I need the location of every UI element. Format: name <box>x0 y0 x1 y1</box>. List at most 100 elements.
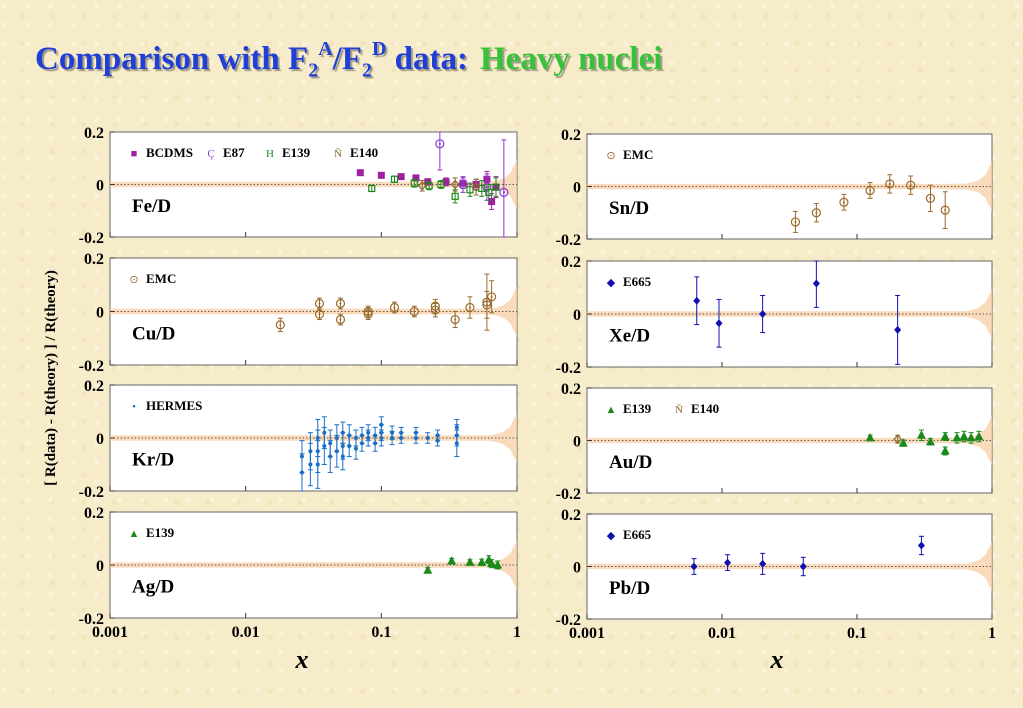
data-point <box>885 179 895 189</box>
data-point <box>430 305 440 315</box>
data-point <box>275 320 285 330</box>
data-point <box>334 449 339 454</box>
data-point-center <box>393 306 396 309</box>
x-axis-label-right: x <box>770 645 784 674</box>
data-point <box>399 430 404 435</box>
data-point-center <box>413 310 416 313</box>
data-point <box>485 188 493 196</box>
data-point-center <box>502 191 505 194</box>
theory-band <box>587 289 992 339</box>
legend-symbol: ◆ <box>607 277 616 289</box>
legend-symbol: Ñ <box>675 404 683 416</box>
y-axis-label: [ R(data) - R(theory) ] / R(theory) <box>43 270 59 486</box>
data-point <box>328 454 333 459</box>
title-sup-2: D <box>371 38 387 60</box>
data-point <box>471 182 481 193</box>
legend-symbol: ▲ <box>606 404 617 416</box>
data-point <box>366 436 371 440</box>
x-tick-label: 0.001 <box>92 624 128 641</box>
data-point <box>499 187 509 197</box>
data-point-center <box>462 183 465 186</box>
data-point-center <box>929 197 932 200</box>
data-point <box>315 462 320 467</box>
data-point <box>322 443 327 448</box>
panel-label: Au/D <box>609 452 652 473</box>
data-point <box>940 431 950 441</box>
data-point <box>715 319 723 328</box>
panel-3: 0.2 0 -0.20.001 0.01 0.1 1 Ag/D ▲ E139 <box>79 505 521 641</box>
data-point <box>917 541 925 550</box>
data-point <box>412 174 420 182</box>
y-tick-label: 0 <box>96 305 104 322</box>
data-point <box>340 454 345 459</box>
data-point <box>356 169 364 177</box>
data-point <box>916 430 926 439</box>
data-point <box>466 186 474 194</box>
data-point <box>435 438 440 443</box>
legend-label: BCDMS <box>146 145 193 160</box>
data-point <box>482 300 492 310</box>
panel-label: Xe/D <box>609 326 650 347</box>
data-point <box>397 173 405 181</box>
panel-5: 0.2 0 -0.2 Xe/D ◆ E665 <box>556 254 993 377</box>
panel-label: Cu/D <box>132 323 175 344</box>
data-point <box>373 441 378 446</box>
legend-label: HERMES <box>146 398 202 413</box>
data-point-center <box>434 309 437 312</box>
y-tick-label: 0 <box>573 560 581 577</box>
data-point <box>893 434 902 445</box>
data-point <box>898 438 908 447</box>
data-point-center <box>490 295 493 298</box>
legend-symbol: ◆ <box>607 530 616 542</box>
panel-label: Sn/D <box>609 198 649 219</box>
legend-label: E665 <box>623 527 652 542</box>
data-point <box>693 296 701 305</box>
panel-label: Pb/D <box>609 578 650 599</box>
legend-symbol: Ç <box>207 148 214 160</box>
data-point <box>759 310 767 318</box>
data-point <box>423 565 433 574</box>
data-point <box>952 432 962 442</box>
legend-label: E139 <box>282 145 311 160</box>
data-point <box>363 309 373 319</box>
data-point <box>308 462 313 467</box>
title-prefix: Comparison with F <box>35 41 309 77</box>
data-point-center <box>318 302 321 305</box>
panel-label: Fe/D <box>132 196 171 217</box>
data-point <box>465 302 475 313</box>
data-point <box>839 197 849 207</box>
x-tick-label: 0.001 <box>569 625 605 642</box>
data-point <box>940 446 950 455</box>
y-tick-label: 0 <box>96 178 104 195</box>
data-point <box>437 180 445 189</box>
x-tick-label: 1 <box>988 625 996 642</box>
data-point <box>347 443 352 448</box>
y-tick-label: -0.2 <box>79 230 104 247</box>
y-tick-label: 0.2 <box>561 381 581 398</box>
data-point-center <box>815 211 818 214</box>
data-point <box>353 446 358 451</box>
theory-band <box>587 541 992 592</box>
series-emc <box>275 273 497 333</box>
panel-0: 0.2 0 -0.2 Fe/D ■ BCDMS Ç E87 H E139 Ñ E140 <box>79 125 518 247</box>
series-e140 <box>893 434 902 445</box>
data-point <box>410 179 418 187</box>
data-point-center <box>909 184 912 187</box>
series-e140 <box>417 177 481 196</box>
legend-symbol: ■ <box>131 148 138 160</box>
panel-1: 0.2 0 -0.2 Cu/D ⊙ EMC <box>79 251 518 375</box>
panel-6: 0.2 0 -0.2 Au/D ▲ E139 Ñ E140 <box>556 381 993 503</box>
data-point <box>435 139 445 149</box>
data-point <box>409 306 419 317</box>
y-tick-label: 0.2 <box>561 507 581 524</box>
title-suffix: data: <box>386 41 469 77</box>
data-point <box>390 175 399 183</box>
panel-label: Kr/D <box>132 450 174 471</box>
y-tick-label: -0.2 <box>556 232 581 249</box>
data-point <box>894 325 902 334</box>
data-point-center <box>279 323 282 326</box>
series-e139 <box>423 554 503 574</box>
data-point <box>940 205 950 215</box>
data-point <box>690 562 698 571</box>
data-point <box>790 217 801 227</box>
